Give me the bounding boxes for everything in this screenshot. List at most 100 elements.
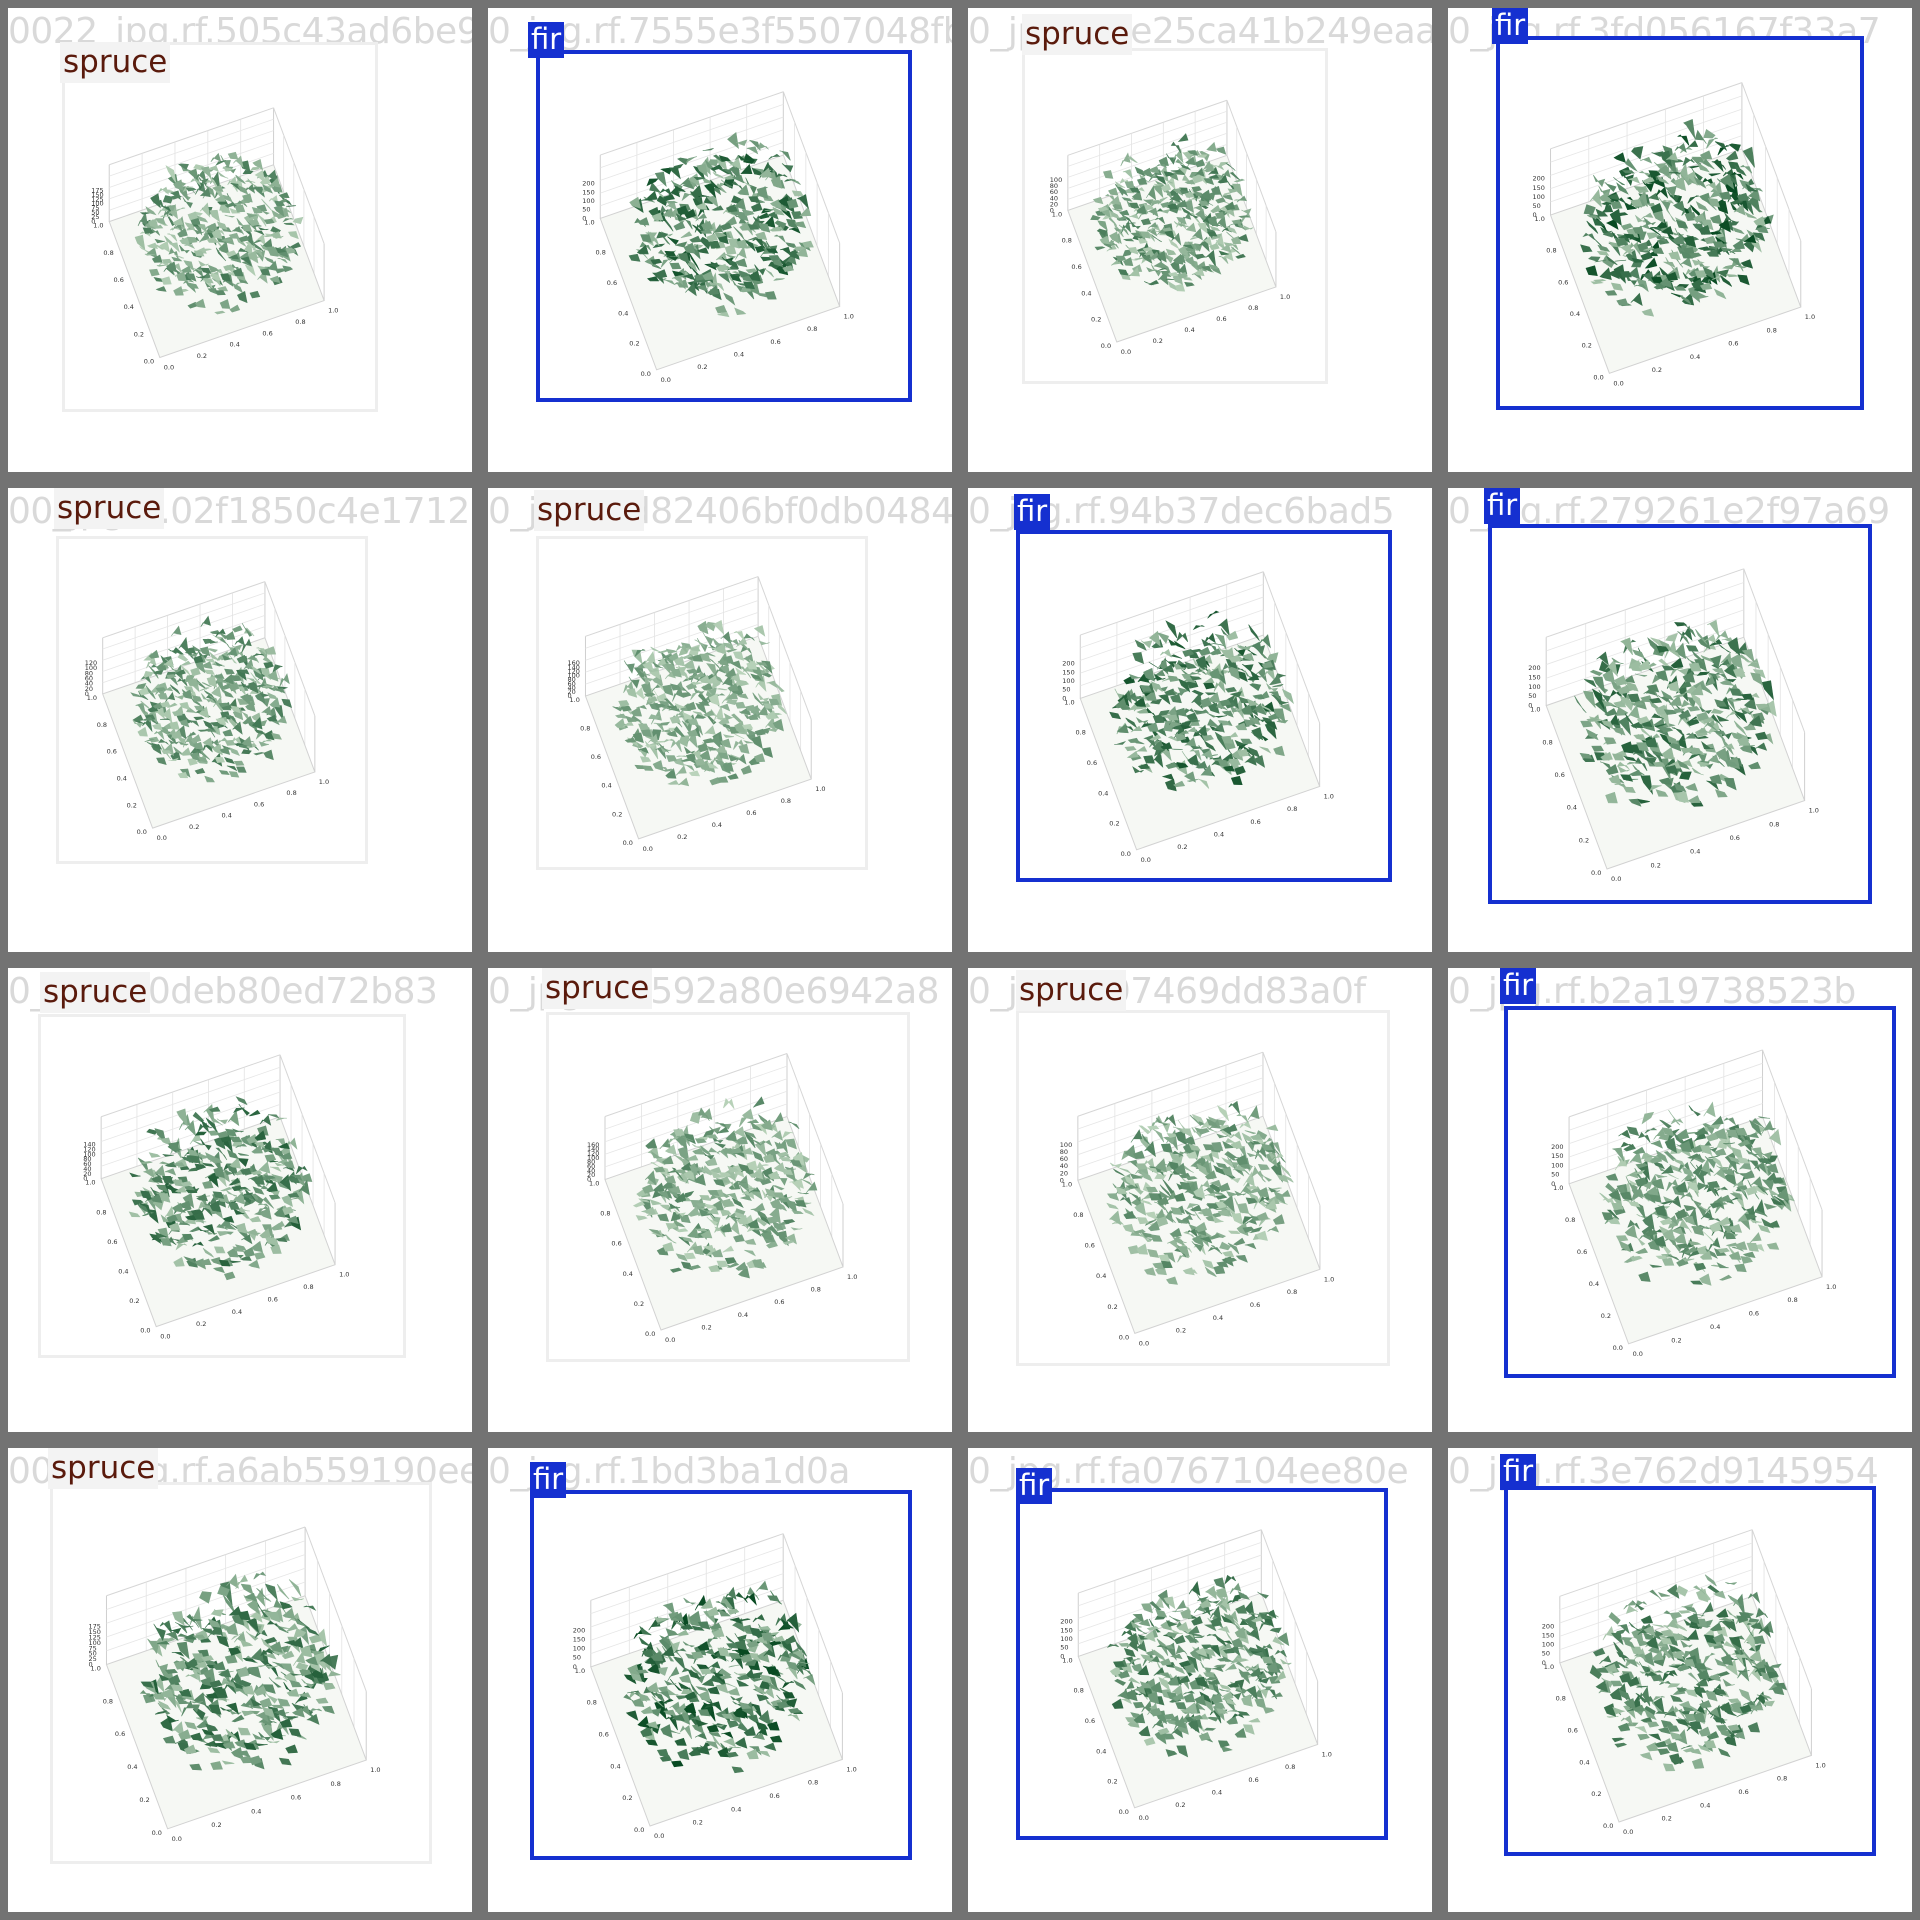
surface-facet xyxy=(193,716,205,721)
surface-facet xyxy=(709,1622,722,1630)
surface-facet xyxy=(700,1108,713,1120)
surface-facet xyxy=(277,1712,290,1717)
surface-facet xyxy=(757,1164,769,1167)
surface-facet xyxy=(1227,1150,1240,1159)
surface-facet xyxy=(1217,161,1230,168)
surface-facet xyxy=(1136,1243,1149,1255)
grid-line xyxy=(1226,100,1277,233)
surface-facet xyxy=(210,1734,224,1741)
image-tile[interactable]: 0022_jpg.rf.505c43ad6be9a 0.0 0.2 0.4 0.6 0.8… xyxy=(8,8,472,472)
spruce-class-label: spruce xyxy=(534,490,645,531)
surface-facet xyxy=(1689,692,1703,710)
surface-facet xyxy=(781,163,794,173)
surface-facet xyxy=(1723,1142,1735,1145)
surface-facet xyxy=(699,1195,712,1201)
surface-facet xyxy=(201,682,212,687)
image-tile[interactable]: 0_jpg.rf.d82406bf0db0484 0.0 0.2 0.4 0.6 0.8 1… xyxy=(488,488,952,952)
surface-facet xyxy=(221,1760,235,1765)
surface-facet xyxy=(1706,249,1719,257)
image-tile[interactable]: 0_jpg.rf.07469dd83a0f 0.0 0.2 0.4 0.6 0.8 1.0 0… xyxy=(968,968,1432,1432)
surface-facet xyxy=(301,1678,315,1689)
surface-facet xyxy=(1152,1262,1165,1270)
surface-facet xyxy=(1218,1182,1231,1192)
surface-facet xyxy=(1210,204,1221,214)
surface-facet xyxy=(174,1660,187,1670)
surface-facet xyxy=(1752,669,1766,679)
surface-facet xyxy=(638,1198,650,1203)
image-tile[interactable]: 0036_jpg.rf.a6ab559190ee5 0.0 0.2 0.4 0.6 0.8… xyxy=(8,1448,472,1912)
surface-facet xyxy=(1687,165,1701,169)
surface-facet xyxy=(227,1110,240,1127)
surface-facet xyxy=(727,683,739,692)
surface-facet xyxy=(1148,280,1160,286)
surface-facet xyxy=(1708,1155,1721,1158)
surface-facet xyxy=(1687,1153,1701,1159)
surface-facet xyxy=(268,1194,281,1200)
surface-facet xyxy=(758,1710,771,1726)
surface-facet xyxy=(161,708,173,724)
surface-facet xyxy=(1752,232,1766,242)
z-tick-label: 140 xyxy=(83,1141,95,1149)
surface-facet xyxy=(251,1648,264,1662)
z-tick-label: 50 xyxy=(1062,686,1070,694)
y-tick-label: 0.4 xyxy=(117,775,127,783)
image-tile[interactable]: 0_jpg.rf.1592a80e6942a8 0.0 0.2 0.4 0.6 0.8 1.… xyxy=(488,968,952,1432)
surface-facet xyxy=(672,1612,685,1624)
surface-facet xyxy=(242,694,254,702)
surface-facet xyxy=(1608,1189,1621,1201)
y-tick-label: 0.4 xyxy=(1567,804,1577,812)
surface-facet xyxy=(709,1701,722,1712)
surface-facet xyxy=(638,723,650,731)
image-tile[interactable]: 00_jpg.rf.02f1850c4e17120 0.0 0.2 0.4 0.6 0.8… xyxy=(8,488,472,952)
surface-facet xyxy=(716,1260,729,1268)
surface-facet xyxy=(786,218,798,229)
surface-facet xyxy=(1243,1171,1255,1187)
image-tile[interactable]: 0_jpg.rf.0deb80ed72b83 0.0 0.2 0.4 0.6 0.8 1.0… xyxy=(8,968,472,1432)
image-tile[interactable]: 0_jpg.rf.7555e3f5507048fb4bc8f0.00.20.40… xyxy=(488,8,952,472)
surface-facet xyxy=(180,747,192,756)
grid-line xyxy=(1546,623,1744,693)
surface-facet xyxy=(1745,1185,1758,1196)
surface-facet xyxy=(1247,1105,1260,1120)
surface-facet xyxy=(1214,211,1226,219)
surface-facet xyxy=(630,706,642,717)
image-tile[interactable]: 0_jpg.rf.94b37dec6bad5 0.0 0.2 0.4 0.6 0.8 1.0… xyxy=(968,488,1432,952)
surface-facet xyxy=(274,1162,286,1167)
surface-facet xyxy=(718,1608,731,1617)
image-tile[interactable]: 0_jpg.rf.b2a19738523b 0.0 0.2 0.4 0.6 0.8 1.0 0… xyxy=(1448,968,1912,1432)
surface-facet xyxy=(707,1189,720,1196)
image-tile[interactable]: 0_jpg.rf.279261e2f97a69 0.0 0.2 0.4 0.6 0.8 1.… xyxy=(1448,488,1912,952)
z-tick-label: 120 xyxy=(83,1146,95,1154)
surface-facet xyxy=(1642,271,1655,285)
surface-facet xyxy=(683,746,695,754)
surface-facet xyxy=(1582,232,1595,241)
surface-facet xyxy=(750,1121,763,1131)
x-tick-label: 0.2 xyxy=(189,823,199,831)
surface-facet xyxy=(197,756,209,763)
surface-facet xyxy=(212,1686,226,1696)
image-tile[interactable]: 0_jpg.rf.1bd3ba1d0a 0.0 0.2 0.4 0.6 0.8 1.0 0.0… xyxy=(488,1448,952,1912)
x-tick-label: 0.0 xyxy=(661,376,671,384)
surface-facet xyxy=(245,1631,259,1641)
surface-facet xyxy=(1140,640,1153,649)
surface-facet xyxy=(760,256,773,262)
surface-facet xyxy=(257,265,268,270)
surface-facet xyxy=(1704,634,1717,644)
surface-facet xyxy=(735,667,747,675)
surface-facet xyxy=(1688,753,1702,760)
image-tile[interactable]: 0_jpg.rf.3fd056167f33a7 0.0 0.2 0.4 0.6 0.8 1.… xyxy=(1448,8,1912,472)
image-tile[interactable]: 0_jpg.rf.4e25ca41b249eaa9c9b620.00.20.40… xyxy=(968,8,1432,472)
surface-facet xyxy=(1212,758,1225,763)
surface-facet xyxy=(269,1641,283,1653)
surface-facet xyxy=(1697,635,1711,650)
surface-facet xyxy=(213,673,225,679)
surface-facet xyxy=(1193,729,1205,741)
surface-facet xyxy=(1238,215,1250,218)
surface-facet xyxy=(1185,156,1196,166)
surface-facet xyxy=(171,729,182,740)
surface-facet xyxy=(1140,1199,1152,1205)
z-tick-label: 140 xyxy=(568,663,580,671)
surface-facet xyxy=(159,718,170,720)
surface-facet xyxy=(779,208,793,220)
surface-facet xyxy=(1156,1216,1169,1227)
